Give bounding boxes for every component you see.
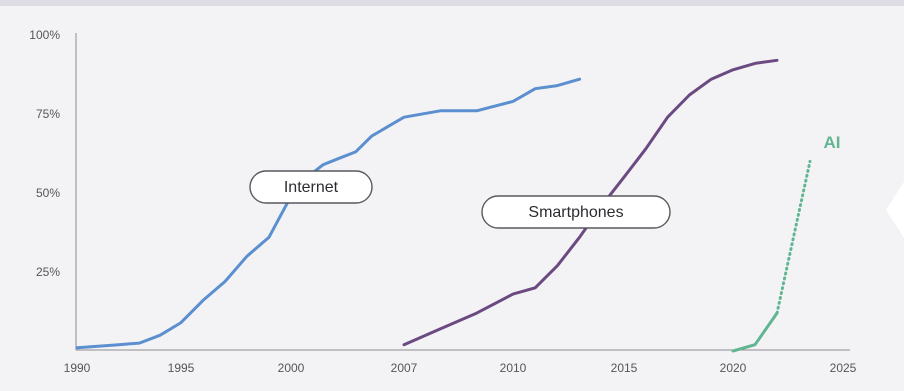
y-tick-label-50: 50% <box>36 186 60 200</box>
series-lines <box>75 58 812 353</box>
x-tick-label-2010: 2010 <box>500 361 527 375</box>
ai-projection-line <box>775 159 812 315</box>
y-tick-label-100: 100% <box>29 28 60 42</box>
x-tick-label-2007: 2007 <box>391 361 418 375</box>
y-tick-label-75: 75% <box>36 107 60 121</box>
x-tick-label-2000: 2000 <box>278 361 305 375</box>
smartphones-label: Smartphones <box>528 204 623 221</box>
x-tick-label-2020: 2020 <box>720 361 747 375</box>
x-tick-label-1990: 1990 <box>64 361 91 375</box>
y-tick-labels: 25% 50% 75% 100% <box>29 28 60 279</box>
smartphones-series-line <box>402 58 779 347</box>
x-tick-labels: 1990 1995 2000 2007 2010 2015 2020 2025 <box>64 361 857 375</box>
internet-callout-box <box>249 170 373 204</box>
smartphones-callout-box <box>481 195 671 229</box>
smartphones-callout: Smartphones <box>481 195 671 229</box>
x-tick-label-1995: 1995 <box>168 361 195 375</box>
internet-callout: Internet <box>249 170 373 204</box>
y-tick-label-25: 25% <box>36 265 60 279</box>
ai-series-line <box>731 311 779 353</box>
x-tick-label-2015: 2015 <box>611 361 638 375</box>
x-tick-label-2025: 2025 <box>830 361 857 375</box>
internet-label: Internet <box>284 179 339 196</box>
ai-label: AI <box>824 133 841 152</box>
window-top-bar <box>0 0 904 6</box>
